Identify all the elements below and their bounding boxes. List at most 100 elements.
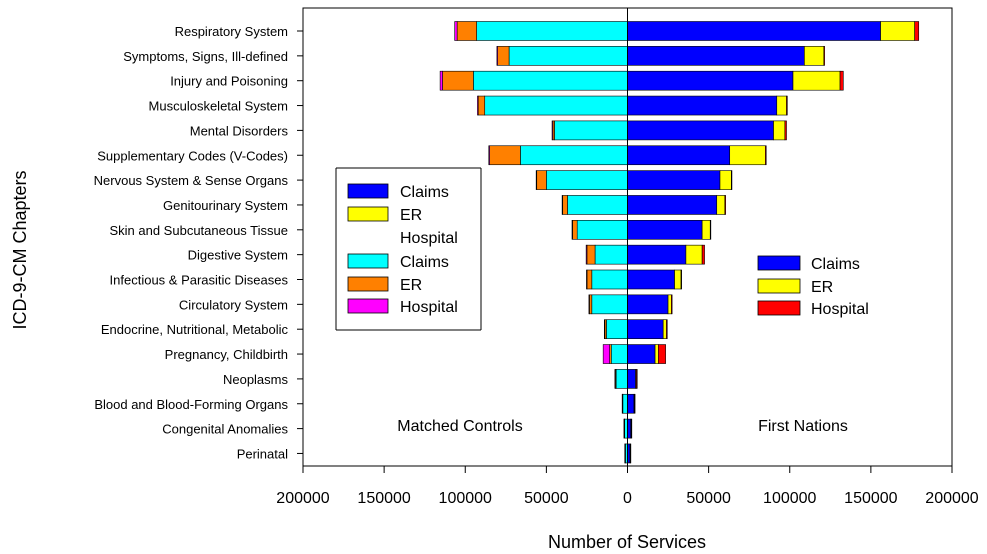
bar-matched-controls-claims — [591, 269, 628, 290]
bar-matched-controls-claims — [484, 95, 628, 116]
bar-matched-controls-er — [477, 95, 486, 116]
bar-matched-controls-hospital — [588, 294, 590, 315]
legend-swatch — [347, 298, 389, 314]
category-label: Perinatal — [237, 446, 288, 461]
category-label: Infectious & Parasitic Diseases — [110, 273, 289, 288]
bar-first-nations-er — [667, 294, 672, 315]
legend-swatch — [757, 278, 801, 294]
category-label: Skin and Subcutaneous Tissue — [109, 223, 288, 238]
bar-matched-controls-claims — [508, 46, 628, 66]
bar-first-nations-hospital — [666, 319, 668, 340]
bar-first-nations-er — [716, 195, 726, 215]
bar-first-nations-claims — [627, 393, 635, 414]
bar-first-nations-hospital — [629, 443, 632, 464]
y-axis-label: ICD-9-CM Chapters — [10, 170, 30, 329]
x-tick-label: 200000 — [925, 490, 978, 507]
bar-first-nations-hospital — [765, 145, 767, 166]
bar-matched-controls-hospital — [561, 195, 564, 215]
bar-matched-controls-claims — [520, 145, 628, 166]
bar-matched-controls-er — [442, 70, 474, 91]
bar-first-nations-hospital — [786, 95, 788, 116]
bar-matched-controls-claims — [610, 344, 628, 364]
category-label: Musculoskeletal System — [149, 99, 288, 114]
bar-first-nations-claims — [627, 70, 794, 91]
legend-label: Claims — [400, 254, 449, 271]
annotation-matched-controls: Matched Controls — [397, 418, 522, 435]
category-label: Injury and Poisoning — [170, 74, 288, 89]
x-tick-label: 200000 — [276, 490, 329, 507]
bar-first-nations-hospital — [724, 195, 726, 215]
legend-label: Hospital — [400, 230, 458, 247]
x-tick-label: 100000 — [439, 490, 492, 507]
category-label: Supplementary Codes (V-Codes) — [97, 148, 288, 163]
bar-matched-controls-er — [489, 145, 521, 166]
bar-first-nations-hospital — [709, 220, 712, 240]
bar-first-nations-claims — [627, 220, 703, 240]
x-tick-label: 50000 — [524, 490, 569, 507]
bar-matched-controls-hospital — [551, 120, 554, 141]
bar-first-nations-hospital — [680, 269, 682, 290]
bar-first-nations-claims — [627, 46, 805, 66]
bar-first-nations-claims — [627, 244, 687, 265]
bar-matched-controls-hospital — [454, 21, 458, 41]
legend-label: Hospital — [811, 301, 869, 318]
bar-first-nations-er — [804, 46, 825, 66]
category-label: Mental Disorders — [190, 123, 289, 138]
bar-matched-controls-hospital — [496, 46, 499, 66]
bar-matched-controls-hospital — [621, 393, 624, 414]
category-label: Endocrine, Nutritional, Metabolic — [101, 322, 289, 337]
bar-first-nations-claims — [627, 269, 675, 290]
category-labels: Respiratory System Symptoms, Signs, Ill-d… — [94, 24, 303, 461]
bar-first-nations-er — [773, 120, 786, 141]
bar-first-nations-claims — [627, 170, 721, 190]
category-label: Nervous System & Sense Organs — [94, 173, 289, 188]
bar-first-nations-hospital — [914, 21, 920, 41]
bar-matched-controls-hospital — [585, 244, 588, 265]
bar-first-nations-claims — [627, 21, 881, 41]
bar-first-nations-er — [729, 145, 766, 166]
bar-first-nations-claims — [627, 294, 669, 315]
x-axis-label: Number of Services — [548, 532, 706, 552]
legend-label: ER — [400, 277, 422, 294]
bar-first-nations-hospital — [701, 244, 705, 265]
bar-first-nations-hospital — [784, 120, 787, 141]
bar-matched-controls-hospital — [571, 220, 573, 240]
bar-matched-controls-hospital — [488, 145, 490, 166]
bar-matched-controls-er — [586, 269, 593, 290]
bar-matched-controls-er — [562, 195, 568, 215]
x-tick-label: 0 — [623, 490, 632, 507]
category-label: Pregnancy, Childbirth — [165, 347, 288, 362]
x-tick-label: 150000 — [844, 490, 897, 507]
bar-first-nations-er — [792, 70, 841, 91]
legend-left: Claims ER Hospital Claims ER Hospital — [335, 167, 482, 331]
bar-matched-controls-hospital — [623, 418, 625, 439]
bar-matched-controls-claims — [473, 70, 628, 91]
bar-first-nations-hospital — [839, 70, 844, 91]
bar-first-nations-claims — [627, 369, 636, 389]
bar-first-nations-hospital — [731, 170, 733, 190]
legend-swatch — [757, 255, 801, 271]
bar-first-nations-claims — [627, 95, 778, 116]
bar-first-nations-hospital — [823, 46, 825, 66]
bar-first-nations-claims — [627, 319, 664, 340]
bar-first-nations-claims — [627, 120, 774, 141]
x-tick-label: 50000 — [686, 490, 731, 507]
bar-matched-controls-claims — [567, 195, 628, 215]
legend-swatch — [347, 253, 389, 269]
bar-matched-controls-hospital — [614, 369, 616, 389]
bar-matched-controls-claims — [554, 120, 628, 141]
category-label: Neoplasms — [223, 372, 289, 387]
legend-label: Claims — [400, 184, 449, 201]
bar-matched-controls-er — [586, 244, 596, 265]
legend-swatch — [347, 206, 389, 222]
category-label: Genitourinary System — [163, 198, 288, 213]
legend-label: ER — [811, 279, 833, 296]
legend-swatch — [347, 183, 389, 199]
bar-first-nations-er — [685, 244, 703, 265]
bar-first-nations-hospital — [636, 369, 638, 389]
annotation-first-nations: First Nations — [758, 418, 848, 435]
bar-first-nations-er — [719, 170, 732, 190]
bar-matched-controls-er — [536, 170, 547, 190]
bar-matched-controls-claims — [606, 319, 628, 340]
